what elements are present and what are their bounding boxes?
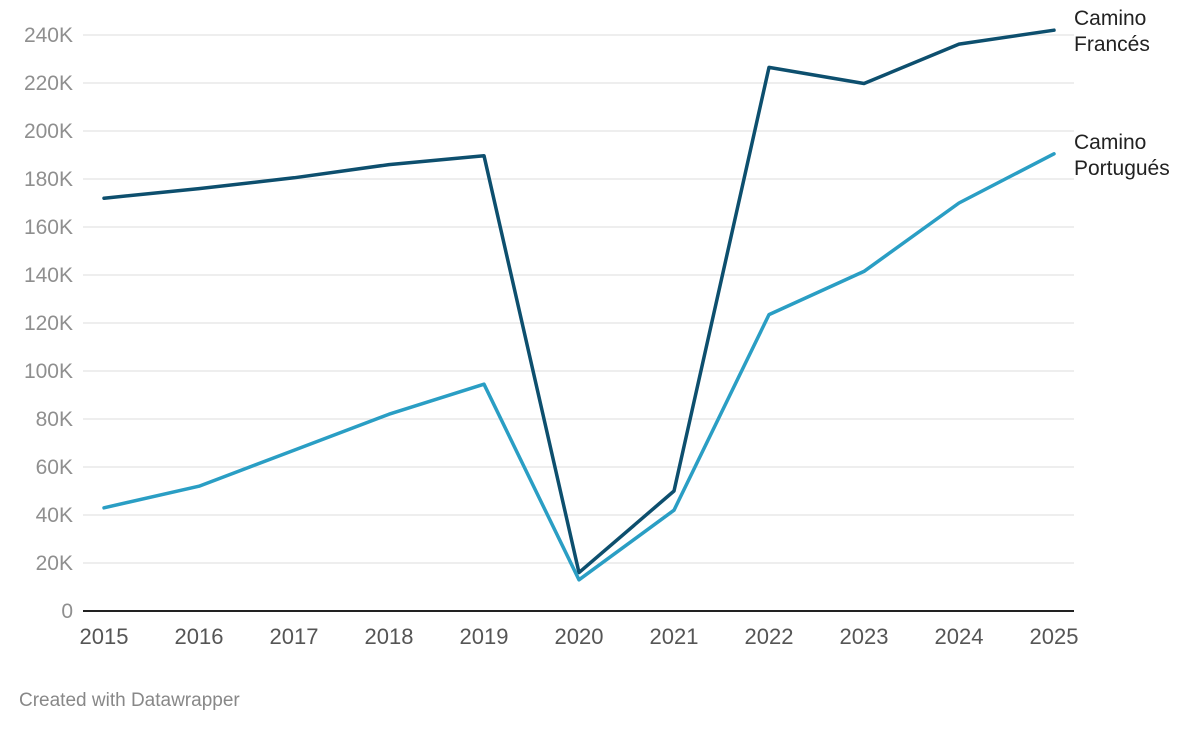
y-tick-label: 220K	[24, 72, 73, 95]
series-labels: Camino Francés Camino Portugués	[1074, 7, 1170, 180]
x-tick-label: 2017	[270, 624, 319, 649]
line-chart: 0 20K 40K 60K 80K 100K 120K 140K 160K 180K 200K 220…	[24, 7, 1170, 649]
footer-credit: Created with Datawrapper	[19, 690, 240, 711]
series-line-camino-portugu-s	[102, 152, 1056, 582]
series-label: Portugués	[1074, 157, 1170, 180]
y-tick-label: 0	[61, 600, 73, 623]
y-tick-label: 160K	[24, 216, 73, 239]
y-tick-label: 120K	[24, 312, 73, 335]
y-tick-label: 20K	[36, 552, 73, 575]
grid-lines	[83, 34, 1074, 564]
x-tick-label: 2018	[365, 624, 414, 649]
x-tick-label: 2015	[80, 624, 129, 649]
y-tick-label: 180K	[24, 168, 73, 191]
x-tick-label: 2016	[175, 624, 224, 649]
x-tick-label: 2020	[555, 624, 604, 649]
y-tick-label: 100K	[24, 360, 73, 383]
y-tick-label: 200K	[24, 120, 73, 143]
series-line-camino-franc-s	[102, 28, 1056, 575]
y-axis: 0 20K 40K 60K 80K 100K 120K 140K 160K 180K 200K 220…	[24, 24, 1074, 623]
y-tick-label: 240K	[24, 24, 73, 47]
y-tick-label: 60K	[36, 456, 73, 479]
x-tick-label: 2021	[650, 624, 699, 649]
y-tick-label: 140K	[24, 264, 73, 287]
x-tick-label: 2025	[1030, 624, 1079, 649]
x-tick-label: 2019	[460, 624, 509, 649]
y-tick-label: 40K	[36, 504, 73, 527]
series-label: Francés	[1074, 33, 1150, 56]
y-tick-label: 80K	[36, 408, 73, 431]
x-tick-label: 2023	[840, 624, 889, 649]
x-tick-label: 2022	[745, 624, 794, 649]
series-label: Camino	[1074, 131, 1146, 154]
x-tick-label: 2024	[935, 624, 984, 649]
x-axis: 2015 2016 2017 2018 2019 2020 2021 2022 2023 2024…	[80, 624, 1079, 649]
series-label: Camino	[1074, 7, 1146, 30]
series-lines	[102, 28, 1056, 582]
